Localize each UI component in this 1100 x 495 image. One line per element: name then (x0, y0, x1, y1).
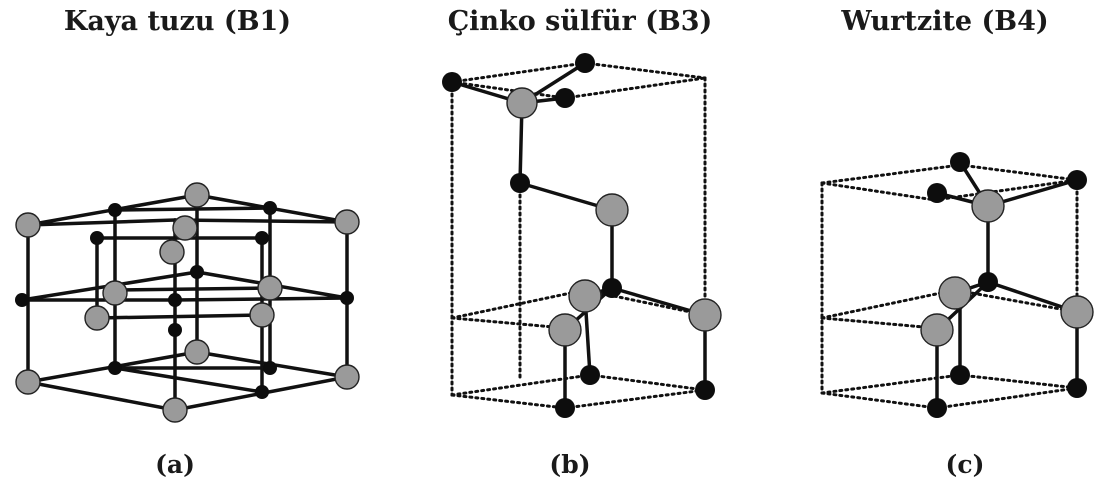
bond (26, 380, 177, 412)
cell-edge (958, 163, 1079, 182)
dark-atom (695, 380, 715, 400)
light-atom (184, 182, 210, 208)
bond (173, 218, 349, 224)
cell-edge (933, 178, 1079, 202)
cell-edge (820, 163, 962, 185)
dark-atom (190, 265, 204, 279)
rock-salt-structure (15, 182, 360, 423)
dark-atom (15, 293, 29, 307)
light-atom (159, 239, 185, 265)
cell-edge (450, 61, 587, 84)
cell-edge (450, 393, 567, 410)
dark-atom (108, 203, 122, 217)
zinc-blende-structure (442, 53, 722, 418)
light-atom (15, 369, 41, 395)
cell-edge (820, 288, 957, 320)
light-atom (84, 305, 110, 331)
dark-atom (602, 278, 622, 298)
dark-atom (555, 398, 575, 418)
dark-atom (555, 88, 575, 108)
cell-edge (935, 386, 1079, 410)
dark-atom (168, 323, 182, 337)
light-atom (971, 189, 1005, 223)
cell-edge (563, 388, 707, 410)
dark-atom (950, 152, 970, 172)
dark-atom (168, 293, 182, 307)
panel-b-label: (b) (549, 450, 591, 479)
panel-a-label: (a) (155, 450, 195, 479)
cell-edge (563, 76, 707, 100)
bond (113, 206, 272, 212)
light-atom (184, 339, 210, 365)
dark-atom (255, 231, 269, 245)
light-atom (595, 193, 629, 227)
panel-c-label: (c) (945, 450, 985, 479)
dark-atom (510, 173, 530, 193)
light-atom (249, 302, 275, 328)
light-atom (1060, 295, 1094, 329)
light-atom (257, 275, 283, 301)
dark-atom (108, 361, 122, 375)
dark-atom (927, 183, 947, 203)
light-atom (568, 279, 602, 313)
light-atom (334, 209, 360, 235)
panel-b-title: Çinko sülfür (B3) (447, 6, 713, 37)
dark-atom (1067, 378, 1087, 398)
light-atom (162, 397, 188, 423)
dark-atom (255, 385, 269, 399)
light-atom (920, 313, 954, 347)
dark-atom (263, 361, 277, 375)
cell-edge (450, 316, 567, 330)
cell-edge (953, 288, 1079, 314)
dark-atom (927, 398, 947, 418)
wurtzite-structure (820, 152, 1094, 418)
light-atom (548, 313, 582, 347)
light-atom (15, 212, 41, 238)
bond (113, 366, 264, 394)
cell-edge (588, 373, 707, 392)
dark-atom (978, 272, 998, 292)
cell-edge (820, 181, 937, 202)
cell-edge (958, 373, 1079, 390)
dark-atom (580, 365, 600, 385)
dark-atom (575, 53, 595, 73)
cell-edge (450, 373, 592, 397)
panel-c-title: Wurtzite (B4) (841, 6, 1049, 37)
cell-edge (820, 391, 939, 410)
bond (95, 313, 264, 320)
dark-atom (263, 201, 277, 215)
panel-a-title: Kaya tuzu (B1) (63, 6, 292, 37)
cell-edge (450, 288, 587, 320)
light-atom (334, 364, 360, 390)
light-atom (102, 280, 128, 306)
cell-edge (583, 61, 707, 80)
cell-edge (450, 80, 567, 100)
light-atom (938, 276, 972, 310)
bond (113, 286, 272, 292)
light-atom (172, 215, 198, 241)
dark-atom (442, 72, 462, 92)
cell-edge (820, 316, 937, 330)
dark-atom (1067, 170, 1087, 190)
dark-atom (90, 231, 104, 245)
cell-edge (820, 373, 962, 395)
bond (173, 296, 349, 302)
dark-atom (340, 291, 354, 305)
light-atom (688, 298, 722, 332)
bond (26, 218, 177, 227)
light-atom (506, 87, 538, 119)
dark-atom (950, 365, 970, 385)
